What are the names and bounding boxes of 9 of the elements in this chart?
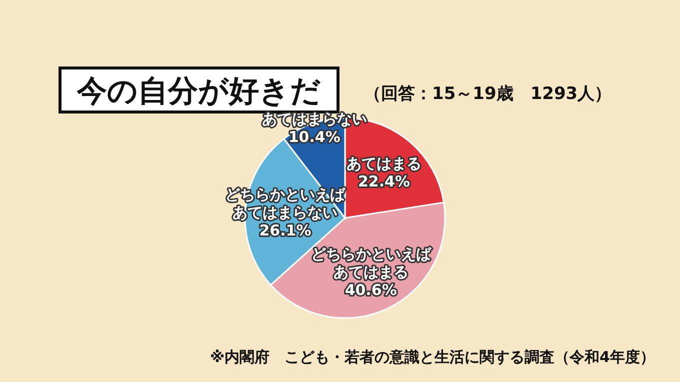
text: ※内閣府 こども・若者の意識と生活に関する調査（令和4年度） [210,348,655,366]
chart-title: 今の自分が好きだ [76,74,321,109]
slice-label: あてはまる [346,154,422,172]
data-label: 22.4% [358,172,410,190]
data-label: 40.6% [344,281,397,300]
slice-label: どちらかといえばあてはまる [310,245,432,282]
data-label: 10.4% [288,128,340,146]
text: （回答：15～19歳 1293人） [364,84,612,104]
data-label: 26.1% [259,222,312,240]
